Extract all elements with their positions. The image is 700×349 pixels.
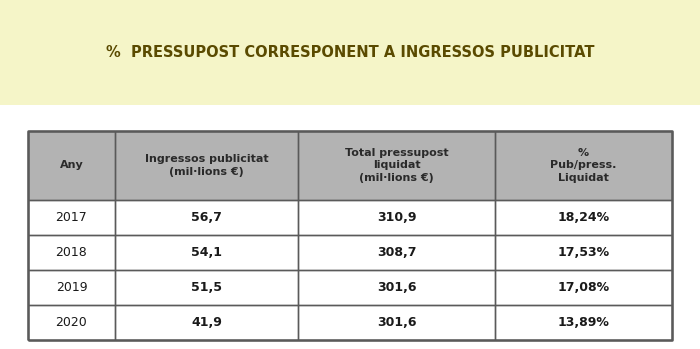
Text: 17,53%: 17,53% [557, 246, 610, 259]
Bar [495, 270, 672, 305]
Bar [115, 200, 298, 235]
Text: %
Pub/press.
Liquidat: % Pub/press. Liquidat [550, 148, 617, 183]
Bar [298, 305, 495, 340]
Text: 13,89%: 13,89% [557, 316, 610, 329]
Text: 54,1: 54,1 [191, 246, 222, 259]
Text: Ingressos publicitat
(mil·lions €): Ingressos publicitat (mil·lions €) [145, 154, 269, 177]
Bar [298, 270, 495, 305]
Bar [495, 305, 672, 340]
Text: 18,24%: 18,24% [557, 211, 610, 224]
Bar [0, 105, 700, 349]
Bar [298, 131, 495, 200]
Text: %  PRESSUPOST CORRESPONENT A INGRESSOS PUBLICITAT: % PRESSUPOST CORRESPONENT A INGRESSOS PU… [106, 45, 594, 60]
Text: Any: Any [60, 161, 83, 170]
Text: 301,6: 301,6 [377, 316, 416, 329]
Bar [28, 131, 115, 200]
Bar [28, 305, 115, 340]
Text: 41,9: 41,9 [191, 316, 222, 329]
Bar [495, 235, 672, 270]
Bar [495, 131, 672, 200]
Bar [495, 200, 672, 235]
Bar [115, 235, 298, 270]
Bar [28, 131, 672, 340]
Bar [0, 0, 700, 105]
Bar [115, 131, 298, 200]
Text: 308,7: 308,7 [377, 246, 416, 259]
Text: 301,6: 301,6 [377, 281, 416, 294]
Text: 2020: 2020 [55, 316, 88, 329]
Bar [298, 200, 495, 235]
Bar [298, 235, 495, 270]
Text: Total pressupost
liquidat
(mil·lions €): Total pressupost liquidat (mil·lions €) [345, 148, 449, 183]
Bar [115, 270, 298, 305]
Bar [28, 235, 115, 270]
Text: 310,9: 310,9 [377, 211, 416, 224]
Text: 51,5: 51,5 [191, 281, 222, 294]
Bar [28, 270, 115, 305]
Text: 56,7: 56,7 [191, 211, 222, 224]
Bar [28, 200, 115, 235]
Text: 2018: 2018 [55, 246, 88, 259]
Text: 17,08%: 17,08% [557, 281, 610, 294]
Bar [115, 305, 298, 340]
Text: 2017: 2017 [55, 211, 88, 224]
Text: 2019: 2019 [56, 281, 88, 294]
